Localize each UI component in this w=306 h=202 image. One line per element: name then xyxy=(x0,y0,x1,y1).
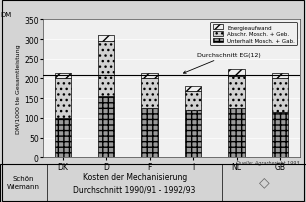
Legend: Energieaufwand, Abschr. Mosch. + Geb., Unterhalt Mosch. + Gab.: Energieaufwand, Abschr. Mosch. + Geb., U… xyxy=(210,23,297,46)
Bar xyxy=(54,118,71,158)
Bar xyxy=(54,73,71,79)
Bar xyxy=(141,79,158,108)
Bar xyxy=(54,79,71,118)
Bar xyxy=(228,108,245,158)
Bar xyxy=(141,108,158,158)
Text: Quelle: Agrarbericht 1993: Quelle: Agrarbericht 1993 xyxy=(236,160,300,165)
Bar xyxy=(98,97,114,158)
Text: Kosten der Mechanisierung
Durchschnitt 1990/91 - 1992/93: Kosten der Mechanisierung Durchschnitt 1… xyxy=(73,172,196,193)
Bar xyxy=(228,77,245,108)
Text: DM: DM xyxy=(0,12,11,17)
Bar xyxy=(141,73,158,79)
Text: Durchschnitt EG(12): Durchschnitt EG(12) xyxy=(184,53,261,74)
Bar xyxy=(228,69,245,77)
Bar xyxy=(185,92,201,110)
Bar xyxy=(272,79,288,113)
Text: Schön
Wiemann: Schön Wiemann xyxy=(7,176,40,189)
Text: ◇: ◇ xyxy=(259,175,269,188)
Bar xyxy=(98,36,114,42)
Bar xyxy=(98,42,114,97)
Bar xyxy=(272,73,288,79)
Bar xyxy=(272,113,288,158)
Y-axis label: DM/1000 tle Gesamtleistung: DM/1000 tle Gesamtleistung xyxy=(16,44,21,134)
Bar xyxy=(185,87,201,92)
Bar xyxy=(185,110,201,158)
